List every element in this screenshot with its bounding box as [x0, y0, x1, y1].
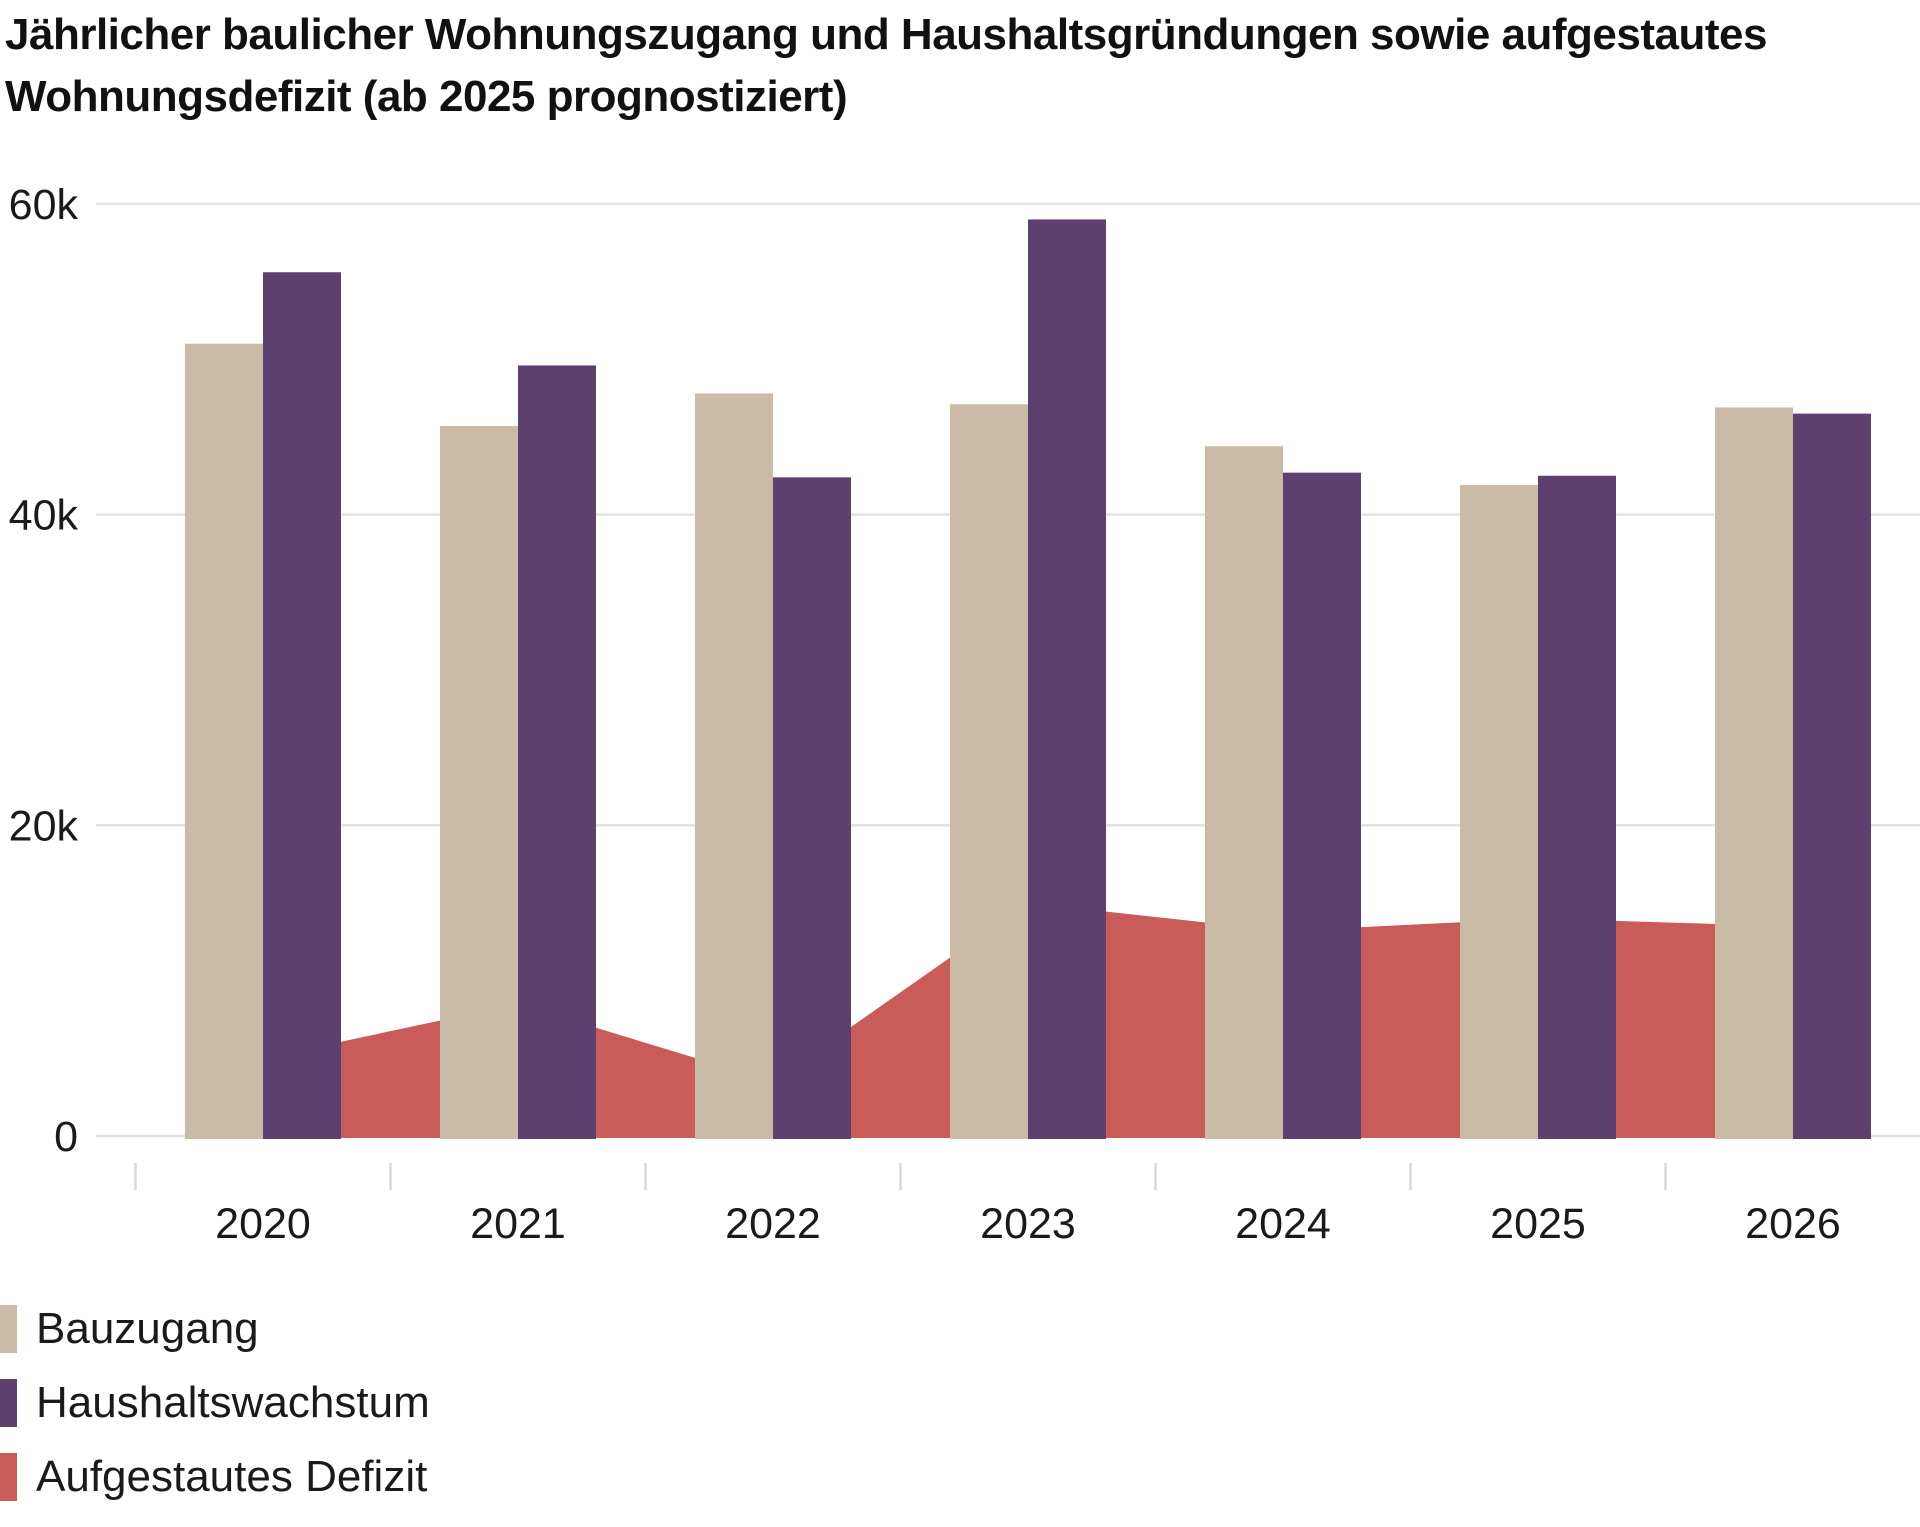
legend-label-aufgestautes-defizit: Aufgestautes Defizit — [36, 1452, 428, 1501]
legend-swatch-bauzugang — [0, 1305, 17, 1353]
chart-title: Jährlicher baulicher Wohnungszugang und … — [5, 4, 1767, 128]
legend-item-haushaltswachstum: Haushaltswachstum — [0, 1379, 430, 1427]
y-axis-label-60k: 60k — [9, 181, 79, 229]
bar-bauzugang-2022 — [695, 393, 773, 1139]
legend-item-bauzugang: Bauzugang — [0, 1305, 430, 1353]
x-axis-label-2023: 2023 — [980, 1200, 1076, 1248]
legend-item-aufgestautes-defizit: Aufgestautes Defizit — [0, 1453, 430, 1501]
bar-haushaltswachstum-2023 — [1028, 219, 1106, 1139]
chart-title-line-2: Wohnungsdefizit (ab 2025 prognostiziert) — [5, 72, 848, 121]
legend-swatch-haushaltswachstum — [0, 1379, 17, 1427]
chart-title-line-1: Jährlicher baulicher Wohnungszugang und … — [5, 10, 1767, 59]
x-axis-label-2025: 2025 — [1490, 1200, 1586, 1248]
x-axis-label-2020: 2020 — [215, 1200, 311, 1248]
bar-haushaltswachstum-2026 — [1793, 413, 1871, 1139]
bar-bauzugang-2025 — [1460, 485, 1538, 1139]
y-axis-label-0: 0 — [54, 1113, 78, 1161]
bar-bauzugang-2020 — [185, 343, 263, 1140]
bar-bauzugang-2021 — [440, 426, 518, 1139]
bar-bauzugang-2026 — [1715, 407, 1793, 1139]
x-axis-label-2024: 2024 — [1235, 1200, 1331, 1248]
legend-label-haushaltswachstum: Haushaltswachstum — [36, 1378, 430, 1427]
y-axis-label-40k: 40k — [9, 492, 79, 540]
bar-haushaltswachstum-2025 — [1538, 475, 1616, 1139]
bar-haushaltswachstum-2022 — [773, 477, 851, 1139]
bar-haushaltswachstum-2024 — [1283, 472, 1361, 1139]
bar-haushaltswachstum-2020 — [263, 272, 341, 1139]
legend-label-bauzugang: Bauzugang — [36, 1304, 259, 1353]
bar-bauzugang-2023 — [950, 404, 1028, 1139]
y-axis-label-20k: 20k — [9, 802, 79, 850]
x-axis-label-2021: 2021 — [470, 1200, 566, 1248]
bar-bauzugang-2024 — [1205, 446, 1283, 1140]
x-axis-label-2026: 2026 — [1745, 1200, 1841, 1248]
legend-swatch-aufgestautes-defizit — [0, 1453, 17, 1501]
bar-haushaltswachstum-2021 — [518, 365, 596, 1139]
legend: Bauzugang Haushaltswachstum Aufgestautes… — [0, 1305, 430, 1527]
x-axis-label-2022: 2022 — [725, 1200, 821, 1248]
plot-area: 0 20k 40k 60k 2020 2021 2022 2023 2024 2025 2026 — [9, 181, 1920, 1248]
